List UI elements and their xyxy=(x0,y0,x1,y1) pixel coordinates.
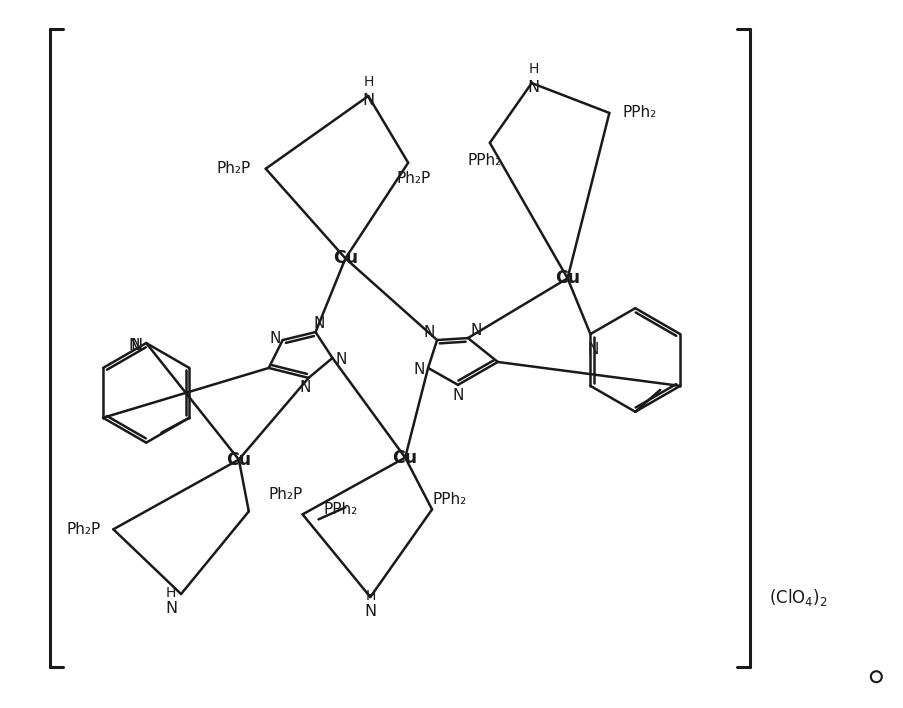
Text: N: N xyxy=(269,331,280,346)
Text: H: H xyxy=(166,586,176,600)
Text: N: N xyxy=(587,341,599,357)
Text: Ph₂P: Ph₂P xyxy=(217,161,251,176)
Text: N: N xyxy=(128,338,140,353)
Text: PPh₂: PPh₂ xyxy=(621,105,656,120)
Text: N: N xyxy=(130,338,142,353)
Text: H: H xyxy=(365,589,375,603)
Text: Ph₂P: Ph₂P xyxy=(396,171,430,186)
Text: N: N xyxy=(423,324,434,340)
Text: N: N xyxy=(362,93,374,108)
Text: N: N xyxy=(452,388,463,404)
Text: Cu: Cu xyxy=(554,269,580,287)
Text: N: N xyxy=(364,605,376,620)
Text: H: H xyxy=(363,75,373,89)
Text: N: N xyxy=(413,362,424,377)
Text: N: N xyxy=(470,323,481,338)
Text: Cu: Cu xyxy=(392,449,417,467)
Text: PPh₂: PPh₂ xyxy=(433,492,467,507)
Text: N: N xyxy=(527,79,539,95)
Text: N: N xyxy=(313,316,325,331)
Text: Cu: Cu xyxy=(332,249,358,268)
Text: PPh₂: PPh₂ xyxy=(467,153,501,169)
Text: PPh₂: PPh₂ xyxy=(323,502,358,517)
Text: Cu: Cu xyxy=(226,450,251,469)
Text: H: H xyxy=(528,62,538,76)
Text: Ph₂P: Ph₂P xyxy=(66,522,100,537)
Text: N: N xyxy=(300,380,311,395)
Text: Ph₂P: Ph₂P xyxy=(268,487,303,502)
Text: N: N xyxy=(165,602,177,617)
Text: N: N xyxy=(335,353,347,367)
Text: (ClO$_4$)$_2$: (ClO$_4$)$_2$ xyxy=(768,586,827,607)
